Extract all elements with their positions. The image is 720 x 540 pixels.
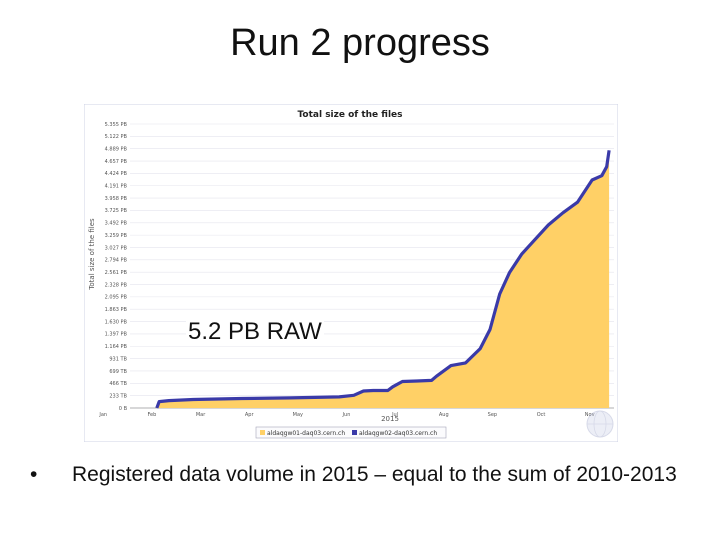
y-tick-label: 3.259 PB xyxy=(105,233,128,239)
x-tick-label: Jan xyxy=(98,412,107,418)
legend-box xyxy=(255,426,447,439)
y-tick-label: 4.889 PB xyxy=(105,146,128,152)
data-area-fill xyxy=(156,150,610,409)
y-tick-label: 3.725 PB xyxy=(105,208,128,214)
y-tick-label: 2.794 PB xyxy=(105,258,128,264)
chart-panel: Total size of the files 0 B 233 TB 466 TB 6… xyxy=(84,104,618,442)
y-axis-title: Total size of the files xyxy=(88,218,96,291)
x-tick-label: May xyxy=(293,412,303,418)
x-axis-title: 2015 xyxy=(381,415,399,423)
x-tick-label: Nov xyxy=(585,412,595,418)
chart-title: Total size of the files xyxy=(297,110,402,120)
x-tick-label: Jun xyxy=(342,412,351,418)
bullet-text: Registered data volume in 2015 – equal t… xyxy=(72,463,677,486)
y-tick-label: 4.657 PB xyxy=(105,159,128,165)
slide-title: Run 2 progress xyxy=(230,22,490,64)
y-tick-label: 2.095 PB xyxy=(105,295,128,301)
y-tick-label: 4.424 PB xyxy=(105,171,128,177)
y-tick-label: 5.355 PB xyxy=(105,122,128,128)
x-tick-label: Feb xyxy=(147,412,156,418)
y-tick-label: 3.027 PB xyxy=(105,245,128,251)
x-tick-label: Oct xyxy=(537,412,546,418)
legend-swatch-0 xyxy=(260,430,265,435)
legend-label-1: aldaqgw02-daq03.cern.ch xyxy=(359,430,437,437)
y-tick-label: 5.122 PB xyxy=(105,134,128,140)
y-tick-label: 3.492 PB xyxy=(105,221,128,227)
y-tick-label: 1.397 PB xyxy=(105,332,128,338)
y-tick-label: 931 TB xyxy=(109,356,127,362)
bullet-symbol: • xyxy=(30,463,38,486)
x-tick-label: Mar xyxy=(196,412,206,418)
y-tick-label: 0 B xyxy=(119,406,128,412)
y-tick-label: 1.863 PB xyxy=(105,307,128,313)
y-tick-label: 466 TB xyxy=(109,381,127,387)
x-tick-label: Aug xyxy=(439,412,449,418)
x-tick-label: Sep xyxy=(488,412,497,418)
globe-watermark xyxy=(586,410,614,438)
chart-legend: aldaqgw01-daq03.cern.ch aldaqgw02-daq03.… xyxy=(255,426,447,439)
y-tick-label: 4.191 PB xyxy=(105,184,128,190)
y-tick-labels: 0 B 233 TB 466 TB 699 TB 931 TB 1.164 PB 1.397… xyxy=(105,122,128,412)
x-tick-label: Apr xyxy=(245,412,255,418)
chart-series-layer xyxy=(155,150,611,409)
legend-label-0: aldaqgw01-daq03.cern.ch xyxy=(267,430,345,437)
y-tick-label: 699 TB xyxy=(109,369,127,375)
raw-volume-label: 5.2 PB RAW xyxy=(186,318,324,346)
y-tick-label: 1.164 PB xyxy=(105,344,128,350)
y-tick-label: 2.561 PB xyxy=(105,270,128,276)
x-tick-labels: Jan Feb Mar Apr May Jun Jul Aug Sep Oct Nov xyxy=(98,412,594,418)
area-chart: Total size of the files 0 B 233 TB 466 TB 6… xyxy=(84,104,618,442)
x-tick-label: Jul xyxy=(391,412,398,418)
y-tick-label: 1.630 PB xyxy=(105,319,128,325)
legend-swatch-1 xyxy=(352,430,357,435)
bullet-item: • Registered data volume in 2015 – equal… xyxy=(30,462,700,488)
y-tick-label: 233 TB xyxy=(109,393,127,399)
data-series-line xyxy=(155,150,611,409)
y-tick-label: 3.958 PB xyxy=(105,196,128,202)
y-tick-label: 2.328 PB xyxy=(105,282,128,288)
